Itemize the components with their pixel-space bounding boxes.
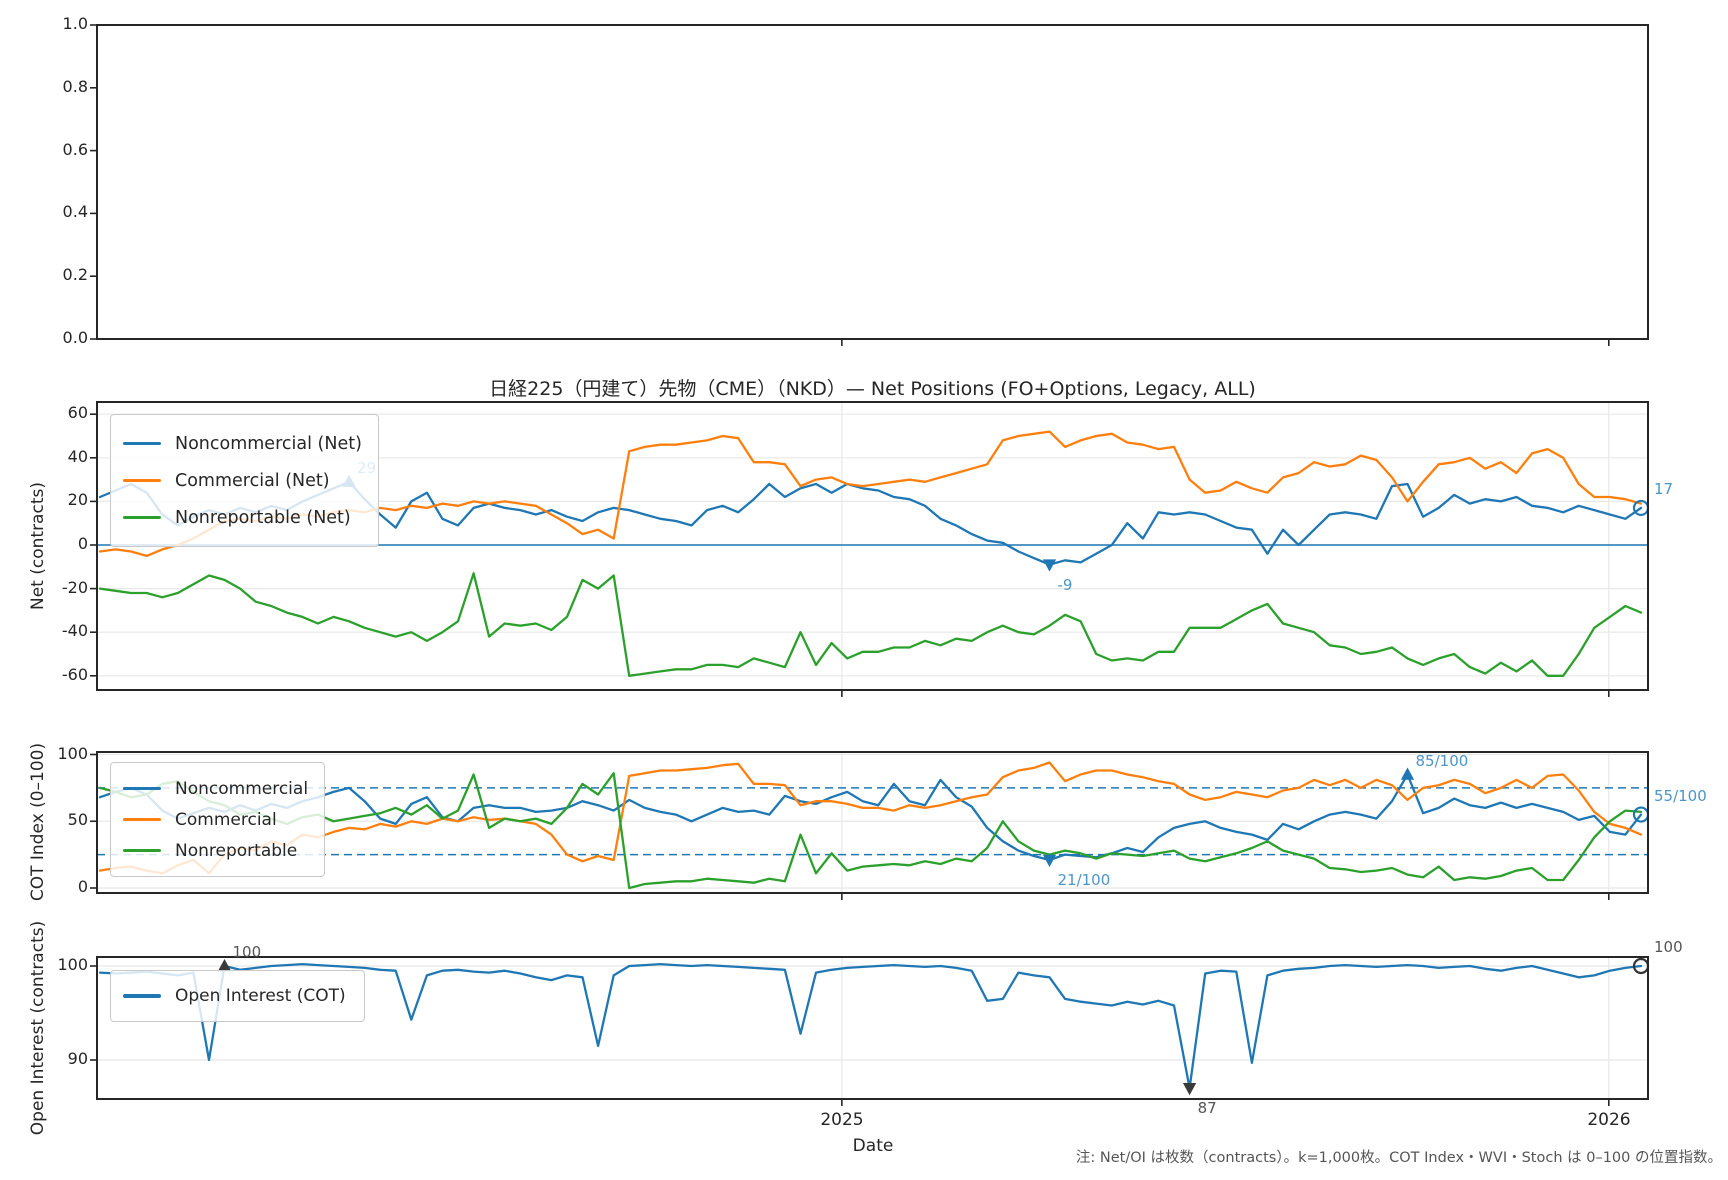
y-tick-label: 100 xyxy=(57,955,88,974)
axes-spines xyxy=(96,24,1649,340)
commercial-line-swatch xyxy=(123,478,161,483)
legend-item: Nonreportable xyxy=(123,835,308,866)
y-tick-label: 0 xyxy=(77,534,88,553)
commercial-line-swatch xyxy=(123,817,161,822)
annotation-last: 17 xyxy=(1654,479,1674,498)
y-tick-label: 0.8 xyxy=(62,76,88,96)
y-tick-label: 0.0 xyxy=(62,328,88,347)
legend-label: Noncommercial xyxy=(175,778,309,799)
nonreportable-line-swatch xyxy=(123,515,161,520)
series-line-noncommercial xyxy=(98,773,1643,862)
nonreportable-line-swatch xyxy=(123,848,161,853)
series-line-nonreportable-net- xyxy=(98,572,1643,677)
series-line-nonreportable xyxy=(98,772,1643,890)
y-tick-label: 90 xyxy=(67,1049,88,1068)
y-tick-label: 100 xyxy=(57,743,88,763)
series-line-commercial xyxy=(98,761,1643,875)
annotation-min: 87 xyxy=(1197,1099,1217,1118)
annotation-max: 100 xyxy=(232,943,262,961)
extreme-marker-up xyxy=(1400,767,1415,780)
annotation-max: 85/100 xyxy=(1415,751,1469,770)
y-tick-label: 0.2 xyxy=(62,265,88,285)
chart-title: 日経225（円建て）先物（CME）（NKD）— Net Positions (F… xyxy=(489,378,1256,400)
noncommercial-line-swatch xyxy=(123,786,161,791)
legend-cot-index: Noncommercial Commercial Nonreportable xyxy=(110,762,326,877)
y-tick-label: -40 xyxy=(61,621,88,641)
x-tick-2026: 2026 xyxy=(1587,1110,1631,1130)
legend-net-positions: Noncommercial (Net) Commercial (Net) Non… xyxy=(110,414,379,547)
y-tick-label: 20 xyxy=(67,490,88,510)
y-tick-label: 60 xyxy=(67,403,88,423)
y-tick-label: 0 xyxy=(77,877,88,896)
annotation-min: 21/100 xyxy=(1057,870,1111,889)
y-tick-label: 50 xyxy=(67,810,88,830)
x-axis-label: Date xyxy=(852,1136,894,1156)
annotation-min: -9 xyxy=(1057,575,1073,594)
legend-label: Nonreportable xyxy=(175,840,298,861)
legend-item: Noncommercial xyxy=(123,773,308,804)
legend-item: Open Interest (COT) xyxy=(123,981,348,1011)
y-axis-label-open-interest: Open Interest (contracts) xyxy=(28,920,48,1136)
legend-item: Commercial (Net) xyxy=(123,462,362,499)
series-line-open-interest-cot- xyxy=(98,962,1643,1090)
y-tick-label: 1.0 xyxy=(62,14,88,33)
legend-label: Noncommercial (Net) xyxy=(175,433,362,454)
y-tick-label: -20 xyxy=(61,577,88,597)
legend-label: Commercial xyxy=(175,809,277,830)
y-tick-label: 0.6 xyxy=(62,139,88,159)
axes-spines xyxy=(96,956,1649,1100)
legend-item: Commercial xyxy=(123,804,308,835)
legend-label: Open Interest (COT) xyxy=(175,986,346,1006)
open-interest-line-swatch xyxy=(123,994,161,998)
extreme-marker-up xyxy=(217,959,232,972)
y-tick-label: -60 xyxy=(61,664,88,684)
legend-label: Commercial (Net) xyxy=(175,470,330,491)
legend-item: Nonreportable (Net) xyxy=(123,499,362,536)
footnote: 注: Net/OI は枚数（contracts）。k=1,000枚。COT In… xyxy=(1075,1150,1722,1166)
legend-open-interest: Open Interest (COT) xyxy=(110,970,365,1022)
annotation-last: 55/100 xyxy=(1654,786,1707,805)
axes-spines xyxy=(96,401,1649,691)
extreme-marker-down xyxy=(1042,854,1057,867)
noncommercial-line-swatch xyxy=(123,441,161,446)
legend-label: Nonreportable (Net) xyxy=(175,507,351,528)
y-tick-label: 40 xyxy=(67,446,88,466)
legend-item: Noncommercial (Net) xyxy=(123,425,362,462)
axes-spines xyxy=(96,751,1649,894)
extreme-marker-down xyxy=(1182,1082,1197,1096)
extreme-marker-down xyxy=(1042,559,1057,572)
y-tick-label: 0.4 xyxy=(62,202,88,222)
x-tick-2025: 2025 xyxy=(820,1110,864,1130)
annotation-last: 100 xyxy=(1654,938,1683,956)
